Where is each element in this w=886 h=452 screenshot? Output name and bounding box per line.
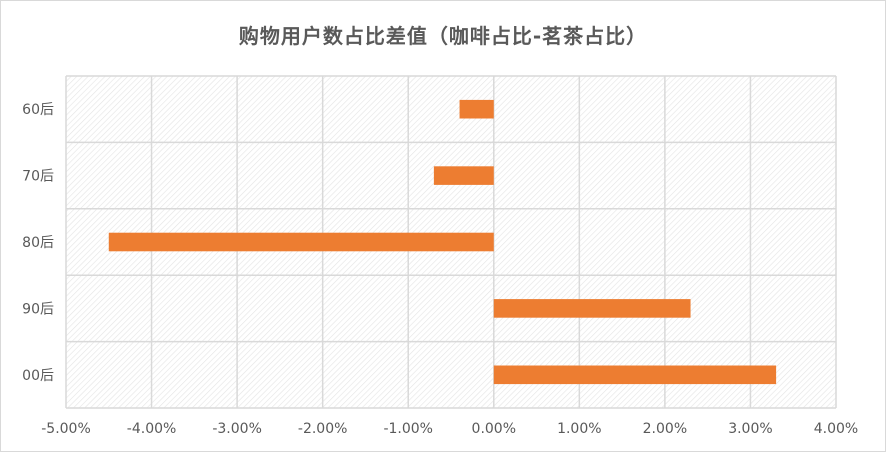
x-tick-label: 1.00% <box>557 421 601 437</box>
bar <box>459 99 494 119</box>
bars <box>108 99 777 385</box>
y-axis-labels: 60后 70后 80后 90后 00后 <box>22 102 54 384</box>
x-tick-label: 2.00% <box>643 421 687 437</box>
y-tick-label: 60后 <box>22 102 54 118</box>
x-tick-label: -1.00% <box>383 421 433 437</box>
x-tick-label: -2.00% <box>298 421 348 437</box>
x-tick-label: 3.00% <box>728 421 772 437</box>
x-tick-label: -5.00% <box>41 421 91 437</box>
bar <box>493 365 777 385</box>
bar <box>433 166 494 185</box>
y-tick-label: 80后 <box>22 235 54 251</box>
bar <box>108 232 494 252</box>
y-tick-label: 00后 <box>22 368 54 384</box>
y-tick-label: 90后 <box>22 301 54 317</box>
chart-title: 购物用户数占比差值（咖啡占比-茗茶占比） <box>238 24 648 48</box>
x-tick-label: 4.00% <box>814 421 858 437</box>
x-axis-labels: -5.00% -4.00% -3.00% -2.00% -1.00% 0.00% 1.00%… <box>41 421 858 437</box>
y-tick-label: 70后 <box>22 169 54 185</box>
bar <box>493 299 691 318</box>
x-tick-label: -3.00% <box>212 421 262 437</box>
x-tick-label: 0.00% <box>472 421 516 437</box>
x-tick-label: -4.00% <box>127 421 177 437</box>
